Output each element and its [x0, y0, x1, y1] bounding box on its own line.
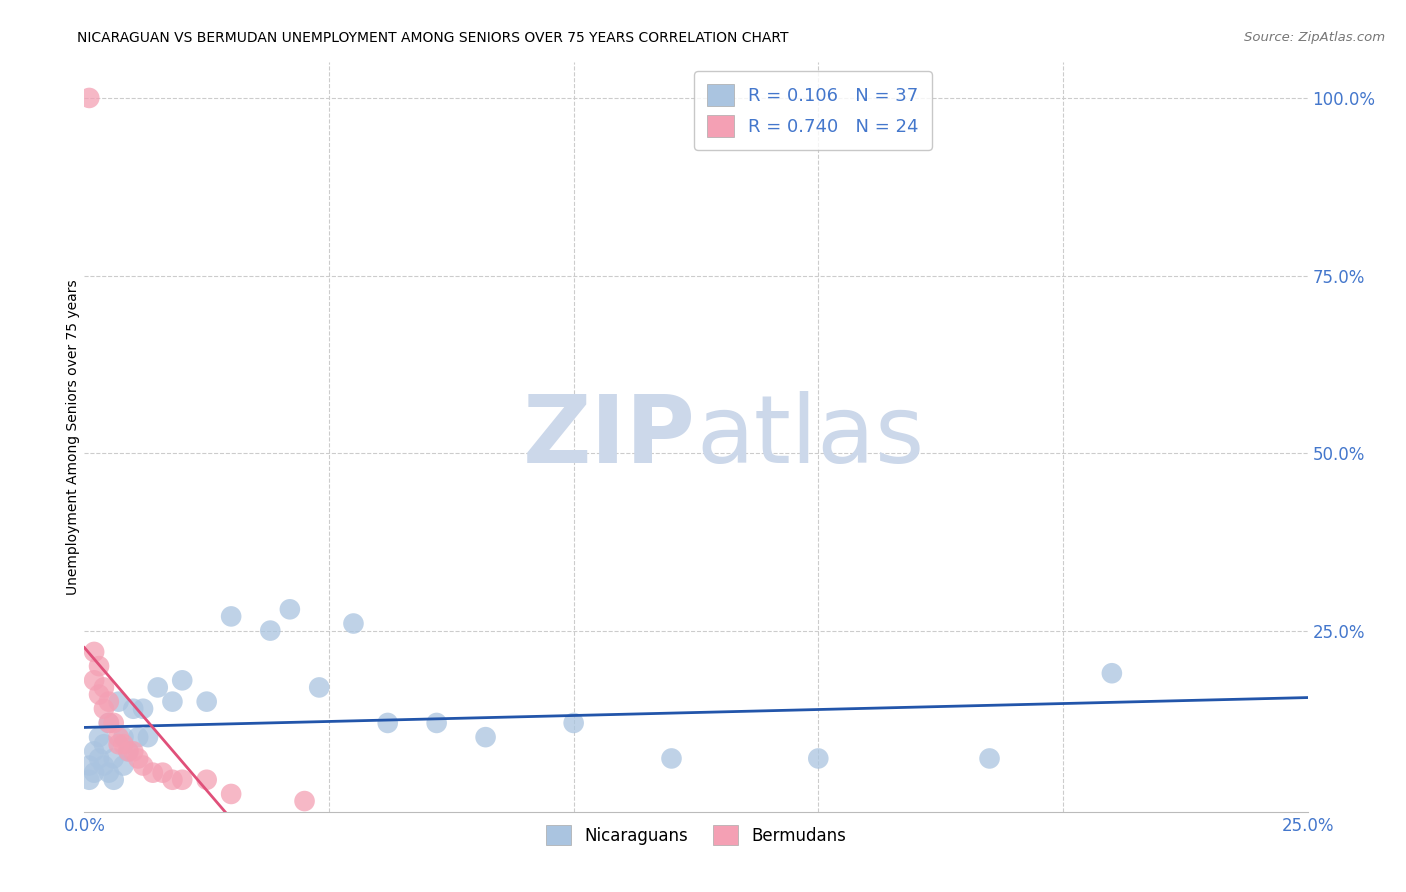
Point	[219, 787, 242, 801]
Point	[93, 737, 115, 751]
Point	[294, 794, 316, 808]
Point	[87, 659, 110, 673]
Text: Source: ZipAtlas.com: Source: ZipAtlas.com	[1244, 31, 1385, 45]
Point	[146, 681, 169, 695]
Point	[107, 730, 129, 744]
Point	[103, 772, 125, 787]
Point	[172, 772, 194, 787]
Point	[122, 702, 145, 716]
Point	[1101, 666, 1123, 681]
Point	[97, 695, 120, 709]
Point	[97, 765, 120, 780]
Point	[93, 702, 115, 716]
Point	[87, 751, 110, 765]
Point	[112, 758, 135, 772]
Point	[342, 616, 364, 631]
Point	[87, 688, 110, 702]
Point	[83, 744, 105, 758]
Point	[83, 645, 105, 659]
Point	[162, 695, 184, 709]
Point	[122, 744, 145, 758]
Point	[117, 744, 139, 758]
Point	[807, 751, 830, 765]
Point	[562, 715, 585, 730]
Point	[152, 765, 174, 780]
Point	[77, 758, 100, 772]
Point	[83, 765, 105, 780]
Point	[83, 673, 105, 688]
Point	[162, 772, 184, 787]
Legend: Nicaraguans, Bermudans: Nicaraguans, Bermudans	[538, 819, 853, 852]
Point	[979, 751, 1001, 765]
Point	[142, 765, 165, 780]
Point	[112, 730, 135, 744]
Point	[93, 758, 115, 772]
Point	[97, 715, 120, 730]
Point	[127, 751, 149, 765]
Point	[97, 715, 120, 730]
Text: ZIP: ZIP	[523, 391, 696, 483]
Point	[112, 737, 135, 751]
Point	[87, 730, 110, 744]
Point	[107, 737, 129, 751]
Point	[259, 624, 281, 638]
Point	[77, 772, 100, 787]
Point	[278, 602, 301, 616]
Point	[136, 730, 159, 744]
Y-axis label: Unemployment Among Seniors over 75 years: Unemployment Among Seniors over 75 years	[66, 279, 80, 595]
Point	[474, 730, 496, 744]
Point	[426, 715, 449, 730]
Point	[195, 695, 218, 709]
Point	[308, 681, 330, 695]
Point	[132, 702, 155, 716]
Text: NICARAGUAN VS BERMUDAN UNEMPLOYMENT AMONG SENIORS OVER 75 YEARS CORRELATION CHAR: NICARAGUAN VS BERMUDAN UNEMPLOYMENT AMON…	[77, 31, 789, 45]
Text: atlas: atlas	[696, 391, 924, 483]
Point	[132, 758, 155, 772]
Point	[195, 772, 218, 787]
Point	[103, 715, 125, 730]
Point	[219, 609, 242, 624]
Point	[172, 673, 194, 688]
Point	[117, 744, 139, 758]
Point	[93, 681, 115, 695]
Point	[107, 695, 129, 709]
Point	[77, 91, 100, 105]
Point	[103, 751, 125, 765]
Point	[661, 751, 683, 765]
Point	[127, 730, 149, 744]
Point	[377, 715, 399, 730]
